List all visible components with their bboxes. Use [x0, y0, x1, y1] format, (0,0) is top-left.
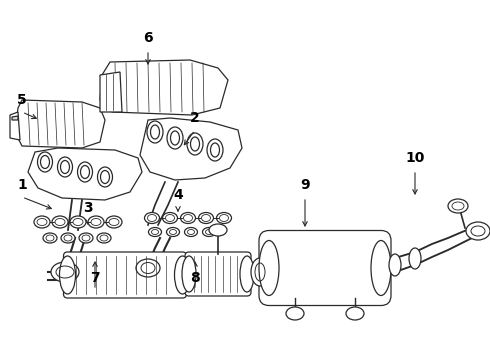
- Ellipse shape: [57, 157, 73, 177]
- FancyBboxPatch shape: [259, 230, 391, 306]
- Ellipse shape: [389, 254, 401, 276]
- Polygon shape: [100, 60, 228, 115]
- Text: 2: 2: [190, 111, 200, 125]
- Ellipse shape: [182, 256, 196, 292]
- Ellipse shape: [259, 240, 279, 296]
- Ellipse shape: [180, 212, 196, 224]
- Ellipse shape: [59, 256, 75, 294]
- Ellipse shape: [97, 233, 111, 243]
- Ellipse shape: [145, 212, 160, 224]
- Ellipse shape: [79, 233, 93, 243]
- Polygon shape: [12, 116, 18, 120]
- Ellipse shape: [251, 258, 269, 286]
- Text: 7: 7: [90, 271, 100, 285]
- Ellipse shape: [43, 233, 57, 243]
- Polygon shape: [10, 112, 20, 140]
- Ellipse shape: [34, 216, 50, 228]
- Text: 1: 1: [17, 178, 27, 192]
- Ellipse shape: [136, 259, 160, 277]
- Text: 10: 10: [405, 151, 425, 165]
- Ellipse shape: [38, 152, 52, 172]
- Polygon shape: [28, 148, 142, 200]
- Ellipse shape: [207, 139, 223, 161]
- Ellipse shape: [77, 162, 93, 182]
- Ellipse shape: [106, 216, 122, 228]
- Text: 3: 3: [83, 201, 93, 215]
- Ellipse shape: [209, 224, 227, 236]
- FancyBboxPatch shape: [64, 252, 187, 298]
- Ellipse shape: [198, 212, 214, 224]
- Text: 4: 4: [173, 188, 183, 202]
- Ellipse shape: [167, 228, 179, 237]
- Ellipse shape: [409, 248, 421, 269]
- Ellipse shape: [163, 212, 177, 224]
- Polygon shape: [140, 118, 242, 180]
- Ellipse shape: [185, 228, 197, 237]
- Ellipse shape: [52, 216, 68, 228]
- Ellipse shape: [61, 233, 75, 243]
- Ellipse shape: [167, 127, 183, 149]
- Ellipse shape: [346, 307, 364, 320]
- Ellipse shape: [98, 167, 113, 187]
- Text: 5: 5: [17, 93, 27, 107]
- Ellipse shape: [51, 262, 79, 282]
- Ellipse shape: [202, 228, 216, 237]
- Ellipse shape: [88, 216, 104, 228]
- Polygon shape: [100, 72, 122, 112]
- Ellipse shape: [371, 240, 391, 296]
- Ellipse shape: [286, 307, 304, 320]
- Ellipse shape: [448, 199, 468, 213]
- Ellipse shape: [174, 256, 191, 294]
- Ellipse shape: [466, 222, 490, 240]
- Ellipse shape: [217, 212, 231, 224]
- Ellipse shape: [187, 133, 203, 155]
- Polygon shape: [15, 100, 105, 148]
- Ellipse shape: [148, 228, 162, 237]
- Text: 9: 9: [300, 178, 310, 192]
- Text: 8: 8: [190, 271, 200, 285]
- Ellipse shape: [240, 256, 254, 292]
- Ellipse shape: [147, 121, 163, 143]
- Ellipse shape: [70, 216, 86, 228]
- Text: 6: 6: [143, 31, 153, 45]
- FancyBboxPatch shape: [185, 252, 251, 296]
